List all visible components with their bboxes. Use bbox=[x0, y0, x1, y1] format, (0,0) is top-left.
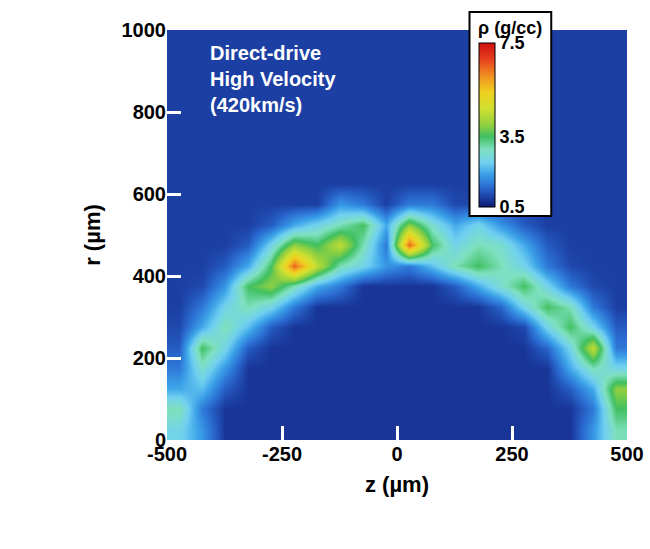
svg-text:0.5: 0.5 bbox=[500, 197, 525, 217]
svg-text:Direct-driveHigh Velocity(420k: Direct-driveHigh Velocity(420km/s) bbox=[210, 42, 336, 116]
svg-text:0: 0 bbox=[391, 443, 402, 465]
svg-text:-250: -250 bbox=[262, 443, 302, 465]
svg-text:0: 0 bbox=[155, 429, 166, 451]
svg-text:7.5: 7.5 bbox=[500, 33, 525, 53]
svg-text:500: 500 bbox=[610, 443, 643, 465]
svg-text:200: 200 bbox=[133, 347, 166, 369]
svg-text:3.5: 3.5 bbox=[500, 127, 525, 147]
svg-text:400: 400 bbox=[133, 265, 166, 287]
svg-text:ρ (g/cc): ρ (g/cc) bbox=[478, 18, 542, 38]
svg-text:z (µm): z (µm) bbox=[365, 472, 429, 497]
svg-text:r (µm): r (µm) bbox=[80, 204, 105, 266]
svg-text:-500: -500 bbox=[147, 443, 187, 465]
svg-text:600: 600 bbox=[133, 183, 166, 205]
svg-text:250: 250 bbox=[495, 443, 528, 465]
svg-text:1000: 1000 bbox=[122, 19, 167, 41]
svg-text:800: 800 bbox=[133, 101, 166, 123]
